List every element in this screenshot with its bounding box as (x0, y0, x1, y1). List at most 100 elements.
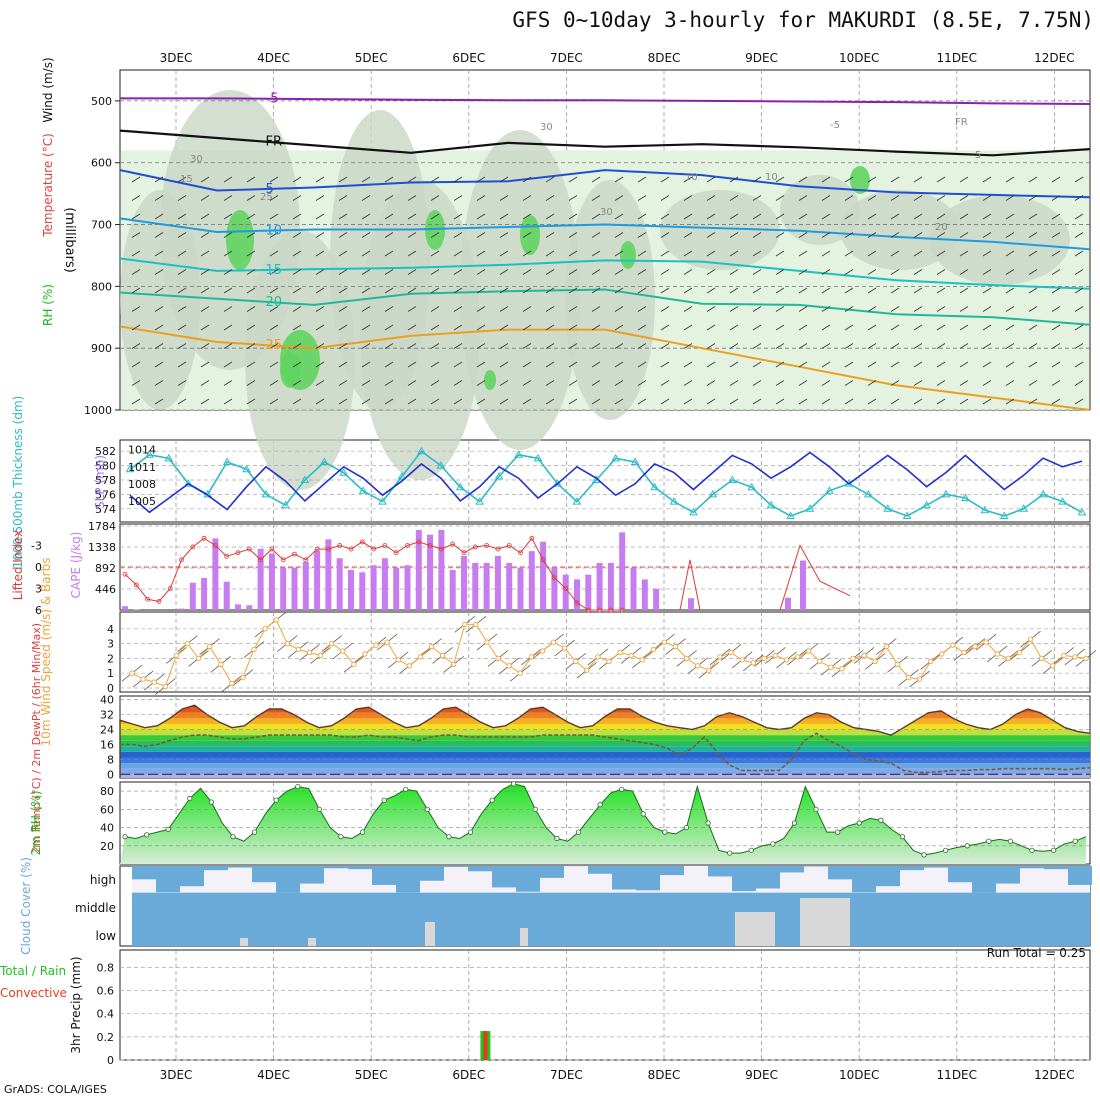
thickness-series-point (514, 450, 523, 458)
wind-barb (683, 195, 693, 201)
wind-barb (499, 380, 509, 386)
thickness-series-point (941, 489, 951, 498)
precip-axis-label: 3hr Precip (mm) (69, 956, 83, 1053)
wind-point (661, 639, 668, 645)
wind-barb (154, 380, 164, 386)
wind-barb (591, 287, 601, 294)
wind-barb (913, 306, 923, 312)
wind-barb (453, 398, 463, 405)
pressure-tick-label: 600 (91, 157, 112, 170)
rh2m-point (424, 806, 430, 812)
thickness-series-point (339, 468, 349, 476)
wind-barb (269, 306, 279, 312)
wind-barb (752, 287, 762, 294)
wind-barb (476, 361, 486, 368)
wind-point (173, 652, 180, 659)
thickness-series-point (455, 482, 465, 491)
wind-barb (821, 287, 831, 294)
cloud-high-bar (156, 866, 180, 893)
thickness-series-point (1077, 507, 1087, 516)
wind-barb (223, 232, 233, 238)
wind-barb (407, 195, 417, 201)
cloud-gap (425, 922, 435, 946)
wind-barb (545, 343, 555, 349)
cloud-high-bar (876, 866, 900, 887)
wind-barb (223, 306, 233, 312)
rh2m-point (446, 834, 452, 840)
wind-point (916, 676, 923, 682)
wind-barb (867, 361, 877, 368)
wind-barb (384, 250, 394, 257)
wind-barb (177, 398, 187, 405)
wind-barb (729, 306, 739, 312)
precip-tick-label: 0.6 (97, 985, 115, 998)
cape-bar (325, 539, 332, 610)
cape-bar (427, 534, 434, 610)
thickness-series-point (494, 471, 504, 480)
wind-point (639, 657, 645, 663)
wind-point (406, 663, 412, 669)
wind-barb (959, 250, 969, 257)
wind-barb (315, 343, 325, 349)
wind-barb (246, 398, 256, 405)
wind-barb (706, 195, 716, 201)
wind-barb (1005, 213, 1015, 220)
li-point (405, 543, 410, 548)
wind-barb (821, 232, 831, 238)
temp-band (120, 705, 1090, 708)
wind-barb (913, 195, 923, 201)
temp-band (120, 757, 1090, 764)
wind-barb (982, 324, 992, 331)
wind-barb (591, 195, 601, 201)
li-point (190, 544, 196, 550)
x-tick-label-top: 5DEC (355, 51, 388, 65)
wind-barb (154, 343, 164, 349)
cape-bar (438, 529, 445, 610)
wind-barb (982, 306, 992, 312)
wind-barb (1074, 343, 1084, 349)
wind-barb (683, 176, 693, 183)
thickness-series-point (397, 471, 407, 480)
cape-bar (785, 597, 791, 610)
precip-tick-label: 0.8 (97, 961, 115, 974)
thickness-tick-label: 576 (95, 488, 116, 501)
wind-barb (1028, 343, 1038, 349)
wind-barb (269, 343, 279, 349)
temp-band (120, 740, 1090, 747)
cape-bar (540, 541, 547, 610)
wind-barb (637, 398, 647, 405)
cape-tick-label: 1338 (88, 541, 116, 554)
li-point (529, 535, 535, 541)
rh2m-point (316, 806, 322, 812)
wind-barb (522, 324, 532, 331)
wind-point (306, 649, 313, 656)
wind-point (273, 617, 279, 623)
temp-contour-FR (119, 129, 1091, 157)
wind-barb (1005, 324, 1015, 331)
wind-barb (614, 324, 624, 331)
wind-point (262, 626, 268, 632)
x-tick-label-bottom: 8DEC (648, 1068, 681, 1082)
wind-barb (982, 343, 992, 349)
wind-barb (246, 213, 256, 220)
x-tick-label-top: 9DEC (745, 51, 778, 65)
wind-barb (338, 306, 348, 312)
wind-barb (775, 176, 785, 183)
wind-barb (1005, 250, 1015, 257)
rh-shade-green (520, 215, 540, 255)
wind-point (428, 643, 435, 650)
rh2m-point (813, 806, 819, 812)
wind-barb (660, 306, 670, 312)
wind-barb (982, 287, 992, 294)
cloud-high-bar (252, 866, 276, 883)
wind-barb (936, 324, 946, 331)
wind-barb (706, 324, 716, 331)
rh-contour-label: FR (955, 117, 968, 128)
wind-barb (844, 232, 854, 238)
wind-barb (499, 343, 509, 349)
panel-frame-wind (119, 611, 1091, 693)
wind-barb (959, 343, 969, 349)
cape-bar (607, 562, 614, 610)
thickness-series-point (630, 457, 640, 465)
wind-barb (913, 232, 923, 238)
